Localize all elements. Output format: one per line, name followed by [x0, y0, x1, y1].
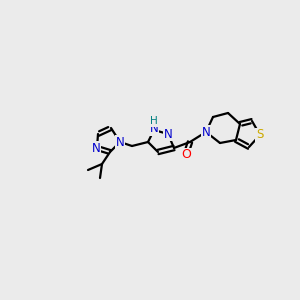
Text: O: O [181, 148, 191, 161]
Text: N: N [150, 122, 158, 136]
Text: N: N [164, 128, 172, 140]
Text: H: H [150, 116, 158, 126]
Text: S: S [256, 128, 264, 142]
Text: N: N [92, 142, 100, 154]
Text: N: N [116, 136, 124, 148]
Text: N: N [202, 125, 210, 139]
